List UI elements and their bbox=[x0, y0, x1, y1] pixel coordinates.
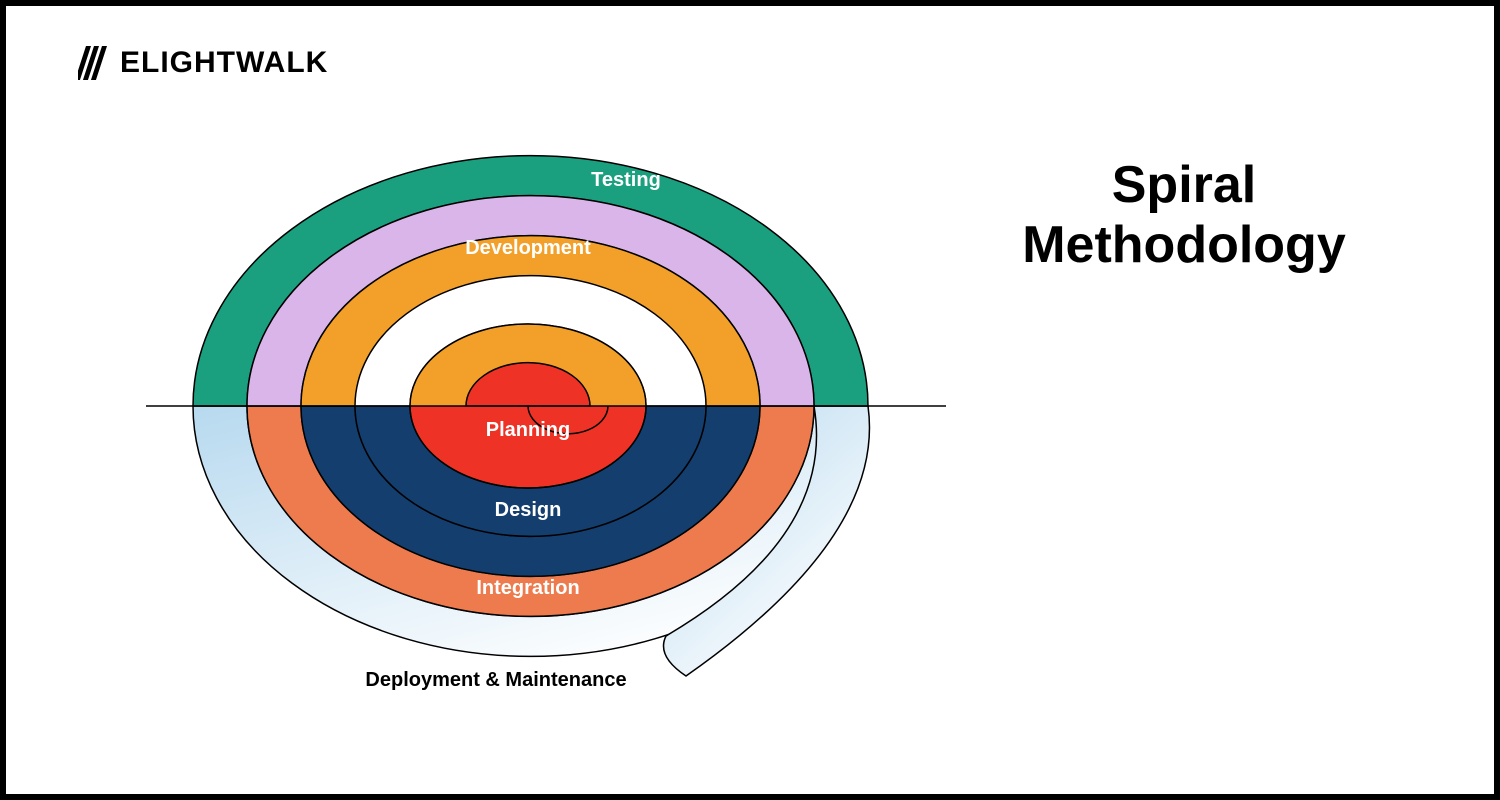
diagram-title: Spiral Methodology bbox=[984, 156, 1384, 276]
label-testing: Testing bbox=[591, 169, 661, 191]
label-design: Design bbox=[495, 499, 562, 521]
brand-logo-icon bbox=[78, 46, 108, 80]
label-analysis: Analysis bbox=[487, 299, 569, 321]
brand-logo: ELIGHTWALK bbox=[78, 46, 328, 80]
spiral-diagram: Planning Analysis Design Development Int… bbox=[66, 116, 986, 776]
label-integration: Integration bbox=[476, 577, 579, 599]
brand-name: ELIGHTWALK bbox=[120, 46, 328, 80]
label-planning: Planning bbox=[486, 419, 570, 441]
label-deployment: Deployment & Maintenance bbox=[365, 669, 626, 691]
label-development: Development bbox=[465, 237, 591, 259]
